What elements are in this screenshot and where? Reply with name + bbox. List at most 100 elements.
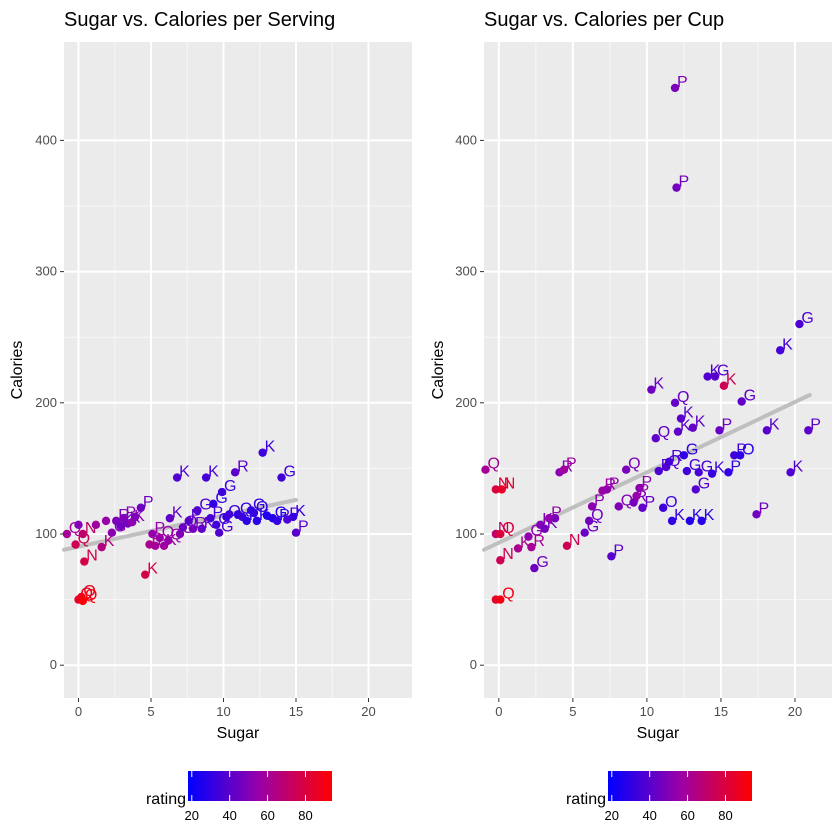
- data-point: [148, 529, 157, 539]
- point-label: K: [134, 508, 145, 525]
- point-label: G: [221, 519, 233, 536]
- data-point: [78, 529, 88, 539]
- point-label: G: [199, 496, 211, 513]
- x-tick-label: 0: [495, 704, 502, 719]
- point-label: R: [195, 515, 207, 532]
- data-point: [621, 465, 631, 474]
- data-point: [735, 451, 745, 460]
- data-point: [664, 457, 674, 467]
- y-tick-labels: 0 100 200 300 400: [455, 132, 484, 672]
- data-point: [775, 346, 785, 355]
- point-label: Q: [502, 586, 514, 603]
- point-label: Q: [591, 507, 603, 524]
- data-point: [647, 385, 656, 394]
- data-point: [544, 514, 554, 523]
- data-point: [658, 503, 668, 512]
- y-tick-label: 400: [455, 132, 477, 147]
- point-label: K: [547, 515, 558, 532]
- data-point: [178, 523, 188, 532]
- point-label: N: [86, 548, 98, 565]
- data-point: [730, 451, 739, 460]
- point-label: K: [769, 416, 780, 433]
- point-label: N: [498, 520, 510, 537]
- point-label: G: [686, 441, 698, 458]
- point-label: K: [710, 363, 721, 380]
- data-point: [258, 448, 267, 457]
- point-label: O: [256, 499, 268, 516]
- point-label: K: [147, 561, 158, 578]
- point-label: P: [758, 500, 769, 517]
- legend-title: rating: [146, 791, 186, 808]
- data-point: [141, 570, 150, 579]
- data-point: [710, 372, 720, 381]
- x-axis-label: Sugar: [217, 725, 260, 742]
- data-point: [136, 503, 146, 512]
- data-point: [91, 520, 101, 530]
- data-point: [242, 516, 251, 526]
- point-label: P: [125, 504, 136, 521]
- point-label: K: [208, 464, 219, 481]
- data-point: [682, 466, 692, 476]
- point-label: Q: [628, 456, 640, 473]
- data-point: [688, 423, 697, 432]
- data-point: [116, 521, 125, 531]
- point-label: K: [204, 515, 215, 532]
- y-tick-label: 100: [35, 526, 57, 541]
- point-label: G: [717, 363, 729, 380]
- legend-tick-label: 40: [642, 808, 656, 823]
- point-label: K: [520, 534, 531, 551]
- data-point: [496, 556, 505, 565]
- y-tick-label: 200: [35, 395, 57, 410]
- y-axis-label: Calories: [9, 341, 26, 400]
- data-point: [670, 398, 680, 407]
- data-point: [584, 516, 594, 526]
- x-tick-label: 20: [361, 704, 375, 719]
- point-label: P: [154, 520, 165, 537]
- data-point: [78, 596, 88, 606]
- y-tick-labels: 0 100 200 300 400: [35, 132, 64, 672]
- point-label: P: [721, 416, 732, 433]
- data-point: [230, 468, 240, 477]
- data-point: [672, 183, 681, 192]
- color-legend: rating 20 40 60 80: [146, 771, 332, 823]
- point-label: Q: [621, 492, 633, 509]
- legend-tick-label: 80: [298, 808, 312, 823]
- point-label: P: [639, 482, 650, 499]
- data-point: [559, 465, 569, 474]
- legend-ticks: 20 40 60 80: [605, 771, 733, 823]
- x-tick-label: 5: [569, 704, 576, 719]
- point-label: G: [224, 478, 236, 495]
- point-label: Q: [677, 389, 689, 406]
- x-tick-label: 10: [216, 704, 230, 719]
- data-point: [155, 533, 164, 543]
- data-point: [715, 426, 724, 435]
- data-point: [587, 502, 597, 511]
- point-label: N: [569, 532, 581, 549]
- legend-colorbar: [608, 771, 752, 801]
- data-point: [530, 563, 539, 573]
- chart-panel-1: Sugar vs. Calories per Serving QQNNQQQKG…: [9, 9, 412, 823]
- chart-panel-2: Sugar vs. Calories per Cup QNNNQNQKGRGKK…: [430, 9, 832, 823]
- point-label: K: [714, 460, 725, 477]
- data-point: [277, 473, 286, 482]
- data-point: [197, 524, 206, 533]
- data-point: [74, 520, 83, 530]
- data-point: [540, 524, 549, 533]
- data-point: [496, 529, 505, 539]
- point-label: K: [704, 507, 715, 524]
- data-point: [651, 434, 660, 443]
- data-point: [524, 532, 533, 541]
- x-axis-label: Sugar: [637, 725, 680, 742]
- point-label: Q: [668, 453, 680, 470]
- data-point: [172, 473, 182, 482]
- point-label: G: [801, 310, 813, 327]
- data-point: [97, 542, 106, 552]
- data-point: [676, 414, 686, 423]
- point-label: K: [726, 372, 737, 389]
- point-label: Q: [502, 520, 514, 537]
- point-label: K: [692, 507, 703, 524]
- plot-background: [64, 42, 412, 698]
- x-tick-label: 20: [788, 704, 802, 719]
- point-label: K: [782, 336, 793, 353]
- data-point: [214, 528, 224, 537]
